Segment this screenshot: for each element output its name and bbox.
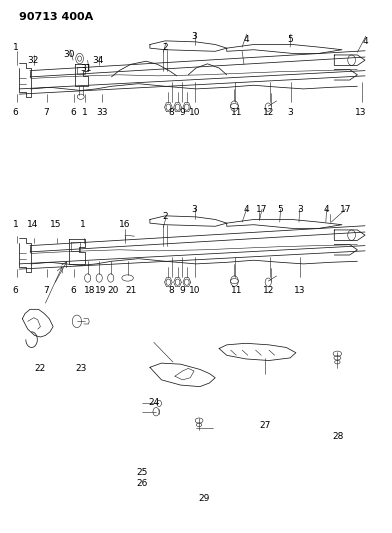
Text: 33: 33 xyxy=(96,108,108,117)
Text: 2: 2 xyxy=(162,212,168,221)
Text: 3: 3 xyxy=(191,205,197,214)
Text: 28: 28 xyxy=(332,432,344,441)
Text: 25: 25 xyxy=(136,469,148,478)
Text: 27: 27 xyxy=(260,421,271,430)
Text: 14: 14 xyxy=(27,220,38,229)
Text: 7: 7 xyxy=(43,108,49,117)
Text: 19: 19 xyxy=(95,286,107,295)
Text: 32: 32 xyxy=(27,55,38,64)
Text: 21: 21 xyxy=(125,286,136,295)
Text: 4: 4 xyxy=(324,205,329,214)
Text: 6: 6 xyxy=(70,286,76,295)
Text: 13: 13 xyxy=(356,108,367,117)
Text: 8: 8 xyxy=(168,108,174,117)
Text: 22: 22 xyxy=(35,364,46,373)
Text: 13: 13 xyxy=(294,286,305,295)
Text: 29: 29 xyxy=(198,495,209,504)
Text: 31: 31 xyxy=(81,63,92,72)
Text: 6: 6 xyxy=(13,286,18,295)
Text: 17: 17 xyxy=(256,205,268,214)
Text: 20: 20 xyxy=(107,286,118,295)
Text: 24: 24 xyxy=(148,398,160,407)
Text: 5: 5 xyxy=(278,205,283,214)
Text: 11: 11 xyxy=(230,108,242,117)
Text: 23: 23 xyxy=(75,364,87,373)
Text: 3: 3 xyxy=(191,32,197,41)
Text: 11: 11 xyxy=(230,286,242,295)
Text: 8: 8 xyxy=(168,286,174,295)
Text: 12: 12 xyxy=(263,286,275,295)
Text: 17: 17 xyxy=(340,205,352,214)
Text: 6: 6 xyxy=(70,108,76,117)
Text: 4: 4 xyxy=(243,35,249,44)
Text: 30: 30 xyxy=(64,51,75,60)
Text: 3: 3 xyxy=(297,205,303,214)
Text: 7: 7 xyxy=(43,286,49,295)
Text: 2: 2 xyxy=(162,43,168,52)
Text: 4: 4 xyxy=(362,37,368,46)
Text: 18: 18 xyxy=(84,286,95,295)
Text: 6: 6 xyxy=(13,108,18,117)
Text: 1: 1 xyxy=(80,220,85,229)
Text: 1: 1 xyxy=(82,108,87,117)
Text: 90713 400A: 90713 400A xyxy=(19,12,94,22)
Text: 16: 16 xyxy=(119,220,131,229)
Text: 12: 12 xyxy=(263,108,275,117)
Text: 5: 5 xyxy=(287,35,293,44)
Text: 1: 1 xyxy=(13,220,18,229)
Text: 3: 3 xyxy=(287,108,293,117)
Text: 9: 9 xyxy=(179,108,185,117)
Text: 26: 26 xyxy=(136,479,148,488)
Text: 9: 9 xyxy=(179,286,185,295)
Text: 1: 1 xyxy=(13,43,18,52)
Text: 15: 15 xyxy=(50,220,62,229)
Text: 4: 4 xyxy=(243,205,249,214)
Text: 10: 10 xyxy=(189,108,201,117)
Text: 10: 10 xyxy=(189,286,201,295)
Text: 34: 34 xyxy=(93,55,104,64)
